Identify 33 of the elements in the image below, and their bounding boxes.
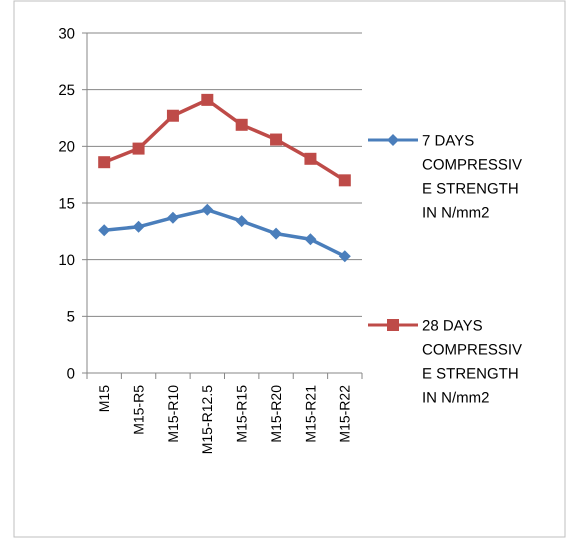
x-tick-label: M15-R22 xyxy=(336,384,353,443)
y-tick-label: 25 xyxy=(58,82,75,99)
point xyxy=(338,250,351,262)
point xyxy=(338,174,351,186)
point xyxy=(304,233,316,246)
point xyxy=(98,156,110,168)
x-tick-label: M15-R12.5 xyxy=(199,384,216,454)
x-tick-label: M15-R10 xyxy=(164,384,181,443)
legend-label: 7 DAYS COMPRESSIVE STRENGTH IN N/mm2 xyxy=(422,132,522,222)
point xyxy=(236,215,248,228)
x-tick-label: M15-R21 xyxy=(302,384,318,443)
point xyxy=(270,228,282,240)
y-tick-label: 5 xyxy=(66,308,75,326)
point xyxy=(270,134,282,146)
point xyxy=(166,212,179,224)
point xyxy=(236,118,248,131)
y-tick-label: 15 xyxy=(58,195,75,212)
x-tick-label: M15-R15 xyxy=(234,384,250,443)
y-tick-label: 30 xyxy=(58,25,75,42)
point xyxy=(166,110,179,122)
y-tick-label: 10 xyxy=(58,252,75,269)
x-tick-label: M15-R5 xyxy=(130,384,146,435)
x-tick-label: M15 xyxy=(96,384,112,412)
point xyxy=(201,204,214,216)
point xyxy=(201,94,214,106)
legend-label: 28 DAYS COMPRESSIVE STRENGTH IN N/mm2 xyxy=(422,317,522,406)
x-tick-label: M15-R20 xyxy=(268,384,284,443)
point xyxy=(132,220,145,233)
y-tick-label: 20 xyxy=(58,138,75,156)
point xyxy=(304,152,316,165)
y-tick-label: 0 xyxy=(66,365,75,382)
point xyxy=(98,224,110,236)
point xyxy=(132,142,145,155)
